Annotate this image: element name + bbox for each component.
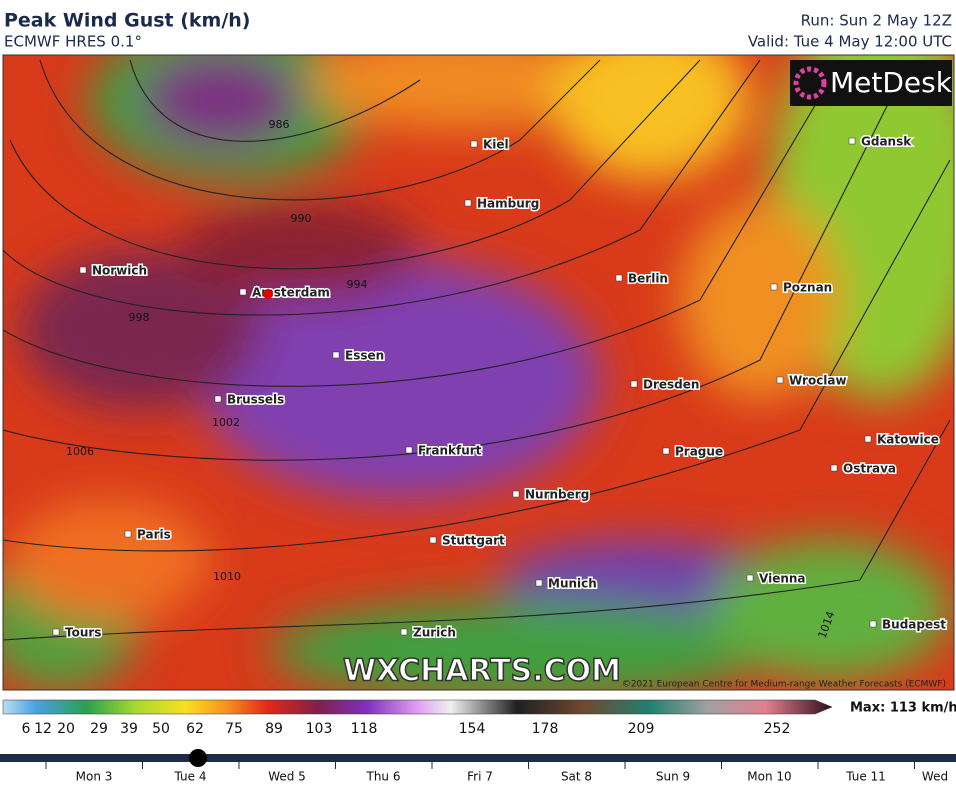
copyright: ©2021 European Centre for Medium-range W…	[622, 680, 946, 690]
city-marker	[52, 628, 60, 636]
city-label: Prague	[675, 445, 723, 459]
scale-tick-label: 103	[306, 721, 333, 737]
city-label: Gdansk	[861, 135, 912, 149]
city-label: Nurnberg	[525, 488, 589, 502]
subtitle: ECMWF HRES 0.1°	[4, 33, 142, 51]
city-label: Essen	[345, 349, 384, 363]
scale-tick-label: 62	[186, 721, 204, 737]
city-marker	[464, 199, 472, 207]
timeline-day[interactable]: Wed 5	[268, 770, 306, 784]
scale-tick-label: 29	[90, 721, 108, 737]
timeline-day[interactable]: Sun 9	[656, 770, 690, 784]
timeline-day[interactable]: Tue 4	[174, 770, 207, 784]
logo: MetDesk	[830, 66, 953, 99]
scale-tick-label: 89	[265, 721, 283, 737]
timeline-day[interactable]: Sat 8	[561, 770, 592, 784]
title: Peak Wind Gust (km/h)	[4, 10, 251, 32]
isobar-label: 990	[291, 212, 312, 225]
timeline-day[interactable]: Wed	[922, 770, 948, 784]
city-marker	[405, 446, 413, 454]
city-marker	[869, 620, 877, 628]
city-marker	[512, 490, 520, 498]
city-label: Zurich	[413, 626, 456, 640]
timeline-marker[interactable]	[189, 749, 207, 767]
timeline-day[interactable]: Fri 7	[467, 770, 493, 784]
map-frame	[2, 54, 955, 691]
isobar-label: 998	[129, 311, 150, 324]
city-label: Stuttgart	[442, 534, 505, 548]
timeline-day[interactable]: Thu 6	[366, 770, 401, 784]
city-marker	[864, 435, 872, 443]
scale-tick-label: 178	[532, 721, 559, 737]
city-marker	[429, 536, 437, 544]
scale-tick-label: 50	[152, 721, 170, 737]
scale-tick-label: 252	[764, 721, 791, 737]
city-marker	[400, 628, 408, 636]
scale-tick-label: 20	[57, 721, 75, 737]
city-marker	[615, 274, 623, 282]
city-label: Dresden	[643, 378, 699, 392]
city-label: Kiel	[483, 138, 509, 152]
city-marker	[630, 380, 638, 388]
isobar-lines	[3, 59, 951, 641]
scale-tick-label: 6	[22, 721, 31, 737]
city-marker	[79, 266, 87, 274]
city-marker	[848, 137, 856, 145]
city-marker	[535, 579, 543, 587]
city-label: Tours	[65, 626, 101, 640]
city-label: Berlin	[628, 272, 668, 286]
location-dot	[263, 289, 273, 299]
scale-tick-label: 209	[628, 721, 655, 737]
scale-tick-label: 118	[351, 721, 378, 737]
city-label: Katowice	[877, 433, 939, 447]
city-label: Norwich	[92, 264, 147, 278]
timeline-day[interactable]: Tue 11	[845, 770, 886, 784]
city-label: Brussels	[227, 393, 284, 407]
logo-icon	[793, 66, 827, 100]
watermark: WXCHARTS.COM	[343, 654, 621, 689]
logo-box	[790, 60, 952, 106]
city-marker	[746, 574, 754, 582]
city-marker	[470, 140, 478, 148]
city-marker	[830, 464, 838, 472]
isobar-label: 1010	[213, 570, 241, 583]
isobar-label: 994	[347, 278, 368, 291]
city-label: Frankfurt	[418, 444, 482, 458]
city-label: Ostrava	[843, 462, 896, 476]
isobar-label: 1006	[66, 445, 94, 458]
city-label: Paris	[137, 528, 171, 542]
color-scale	[2, 699, 833, 715]
valid-time: Valid: Tue 4 May 12:00 UTC	[748, 33, 952, 51]
city-label: Budapest	[882, 618, 946, 632]
isobar-label: 1002	[212, 416, 240, 429]
city-marker	[332, 351, 340, 359]
scale-tick-label: 75	[225, 721, 243, 737]
city-label: Poznan	[783, 281, 832, 295]
city-label: Hamburg	[477, 197, 539, 211]
city-label: Wroclaw	[789, 374, 847, 388]
timeline-bar	[0, 754, 956, 762]
city-marker	[770, 283, 778, 291]
scale-tick-label: 39	[120, 721, 138, 737]
city-marker	[662, 447, 670, 455]
run-time: Run: Sun 2 May 12Z	[801, 12, 952, 30]
wind-field	[3, 55, 954, 690]
max-value: Max: 113 km/h	[850, 701, 956, 716]
city-label: Munich	[548, 577, 597, 591]
isobar-label: 986	[269, 118, 290, 131]
city-marker	[124, 530, 132, 538]
city-marker	[239, 288, 247, 296]
timeline-day[interactable]: Mon 10	[747, 770, 791, 784]
scale-tick-label: 12	[34, 721, 52, 737]
scale-tick-label: 154	[459, 721, 486, 737]
city-marker	[776, 376, 784, 384]
city-marker	[214, 395, 222, 403]
timeline-day[interactable]: Mon 3	[76, 770, 113, 784]
city-label: Vienna	[759, 572, 806, 586]
